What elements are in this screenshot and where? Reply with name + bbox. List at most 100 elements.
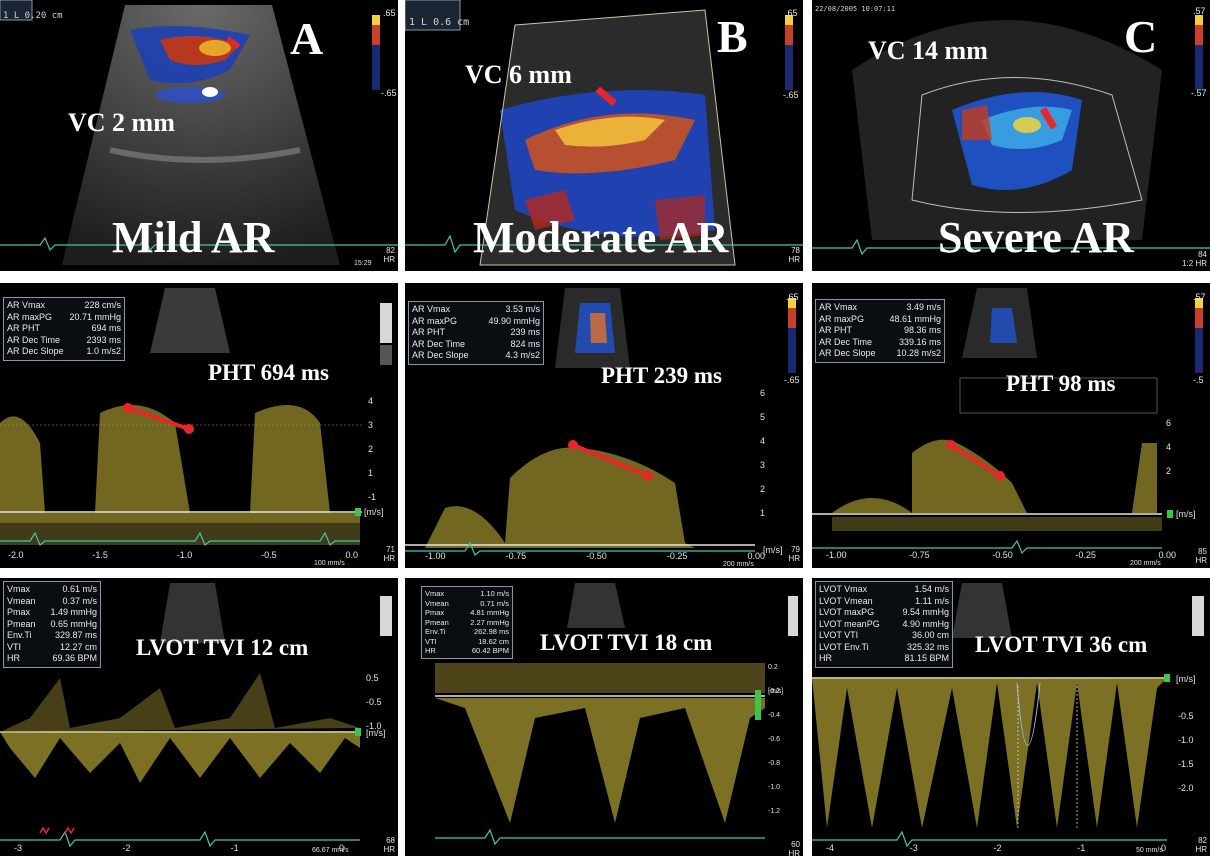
panel-header: 22/08/2005 10:07:11 <box>815 5 896 13</box>
vena-contracta-label: VC 2 mm <box>68 108 175 137</box>
measurement-name: VTI <box>425 636 437 646</box>
echo-image-b <box>405 0 803 266</box>
x-tick-label: -2.0 <box>8 550 24 560</box>
measurement-value: 0.71 m/s <box>480 598 509 608</box>
measurement-value: 3.53 m/s <box>505 304 540 314</box>
measurement-value: 69.36 BPM <box>52 653 97 663</box>
measurement-name: Env.Ti <box>425 627 446 636</box>
measurement-row: Pmax 1.49 mmHg <box>7 607 97 619</box>
panel-letter: B <box>717 11 748 62</box>
measurement-name: LVOT Vmean <box>819 595 873 606</box>
severity-label: Moderate AR <box>473 213 729 262</box>
measurement-row: AR maxPG 48.61 mmHg <box>819 314 941 326</box>
measurement-row: Vmax 1.10 m/s <box>425 589 509 599</box>
vena-contracta-label: VC 6 mm <box>465 60 572 89</box>
measurement-value: 329.87 ms <box>54 630 97 640</box>
measurement-row: AR Vmax 3.49 m/s <box>819 302 941 314</box>
measurement-name: AR Dec Slope <box>7 346 64 356</box>
hr-readout: 82 HR <box>1195 836 1207 854</box>
measurement-name: LVOT meanPG <box>819 618 880 629</box>
measurement-row: AR maxPG 49.90 mmHg <box>412 316 540 328</box>
measurement-name: HR <box>819 653 832 663</box>
measurement-row: AR Dec Slope 10.28 m/s2 <box>819 348 941 360</box>
measurement-name: AR maxPG <box>819 313 865 324</box>
hr-readout: 84 1:2 HR <box>1182 250 1207 268</box>
measurement-row: VTI 18.62 cm <box>425 637 509 647</box>
measurement-row: AR PHT 239 ms <box>412 327 540 339</box>
pht-label: PHT 98 ms <box>1006 371 1116 396</box>
x-tick-label: -0.5 <box>261 550 277 560</box>
vena-contracta-label: VC 14 mm <box>868 36 988 65</box>
measurement-row: Env.Ti 262.98 ms <box>425 627 509 637</box>
measurement-row: LVOT Vmean 1.11 m/s <box>819 596 949 608</box>
measurement-value: 4.3 m/s2 <box>505 350 540 360</box>
panel-letter: C <box>1124 11 1158 62</box>
measurement-rows: Vmax 1.10 m/s Vmean 0.71 m/s Pmax 4.81 mmHg Pm… <box>425 589 509 656</box>
measurement-row: AR Dec Slope 1.0 m/s2 <box>7 346 121 358</box>
sweep-speed: 100 mm/s <box>314 560 345 567</box>
x-tick-label: -1 <box>230 843 239 853</box>
measurement-value: 325.32 ms <box>906 641 949 652</box>
x-axis-ticks: -3 -2 -1 0 <box>14 843 344 853</box>
measurement-name: AR maxPG <box>7 311 53 322</box>
measurement-value: 49.90 mmHg <box>488 315 540 326</box>
measurement-row: HR 69.36 BPM <box>7 653 97 665</box>
hr-readout: 78 HR <box>788 246 800 264</box>
measurement-row: HR 81.15 BPM <box>819 653 949 665</box>
measurement-value: 0.37 m/s <box>62 595 97 606</box>
panel-header: 1 L 0.6 cm <box>409 17 470 28</box>
measurement-row: LVOT Vmax 1.54 m/s <box>819 584 949 596</box>
measurement-row: Pmean 0.65 mmHg <box>7 619 97 631</box>
panel-c-severe-ar: 22/08/2005 10:07:11 C VC 14 mm Severe AR… <box>812 0 1210 271</box>
measurement-value: 824 ms <box>510 338 540 349</box>
doppler-spectrum-b <box>405 288 796 556</box>
measurement-value: 239 ms <box>510 327 540 337</box>
scale-bottom: -.5 <box>1193 375 1204 385</box>
x-tick-label: -0.25 <box>666 551 688 561</box>
measurement-row: Vmean 0.37 m/s <box>7 596 97 608</box>
x-tick-label: -4 <box>826 843 835 853</box>
measurement-name: Pmax <box>425 608 445 617</box>
measurement-value: 48.61 mmHg <box>889 313 941 324</box>
measurement-name: AR Vmax <box>7 300 46 310</box>
x-tick-label: -1 <box>1077 843 1086 853</box>
measurement-row: AR maxPG 20.71 mmHg <box>7 312 121 324</box>
measurement-value: 4.81 mmHg <box>470 608 509 617</box>
measurement-name: Pmax <box>7 607 31 617</box>
panel-letter: A <box>290 13 324 64</box>
panel-b-lvot: Vmax 1.10 m/s Vmean 0.71 m/s Pmax 4.81 mmHg Pm… <box>405 578 803 856</box>
sweep-speed: 50 mm/s <box>1136 847 1163 854</box>
measurement-name: AR Dec Slope <box>819 348 876 358</box>
measurement-row: AR PHT 694 ms <box>7 323 121 335</box>
doppler-spectrum-a3 <box>0 583 392 848</box>
panel-b-moderate-ar: 1 L 0.6 cm B VC 6 mm Moderate AR .65 -.6… <box>405 0 803 271</box>
panel-b-pht: AR Vmax 3.53 m/s AR maxPG 49.90 mmHg AR PHT 2… <box>405 283 803 568</box>
echo-image-a <box>0 0 398 265</box>
measurement-name: Vmean <box>425 598 449 608</box>
hr-readout: 71 HR <box>383 545 395 563</box>
measurement-row: AR PHT 98.36 ms <box>819 325 941 337</box>
measurement-name: AR maxPG <box>412 315 458 326</box>
measurement-box: Vmax 1.10 m/s Vmean 0.71 m/s Pmax 4.81 mmHg Pm… <box>421 586 513 659</box>
measurement-name: LVOT maxPG <box>819 607 875 617</box>
scale-top: .65 <box>786 292 799 302</box>
measurement-value: 0.65 mmHg <box>50 618 97 629</box>
measurement-row: AR Dec Time 824 ms <box>412 339 540 351</box>
time-readout: 15:29 <box>354 260 372 267</box>
measurement-value: 2393 ms <box>86 334 121 345</box>
measurement-name: AR Dec Time <box>819 336 873 347</box>
measurement-value: 10.28 m/s2 <box>896 348 941 358</box>
measurement-row: LVOT VTI 36.00 cm <box>819 630 949 642</box>
measurement-name: LVOT Vmax <box>819 584 868 594</box>
measurement-value: 81.15 BPM <box>904 653 949 663</box>
measurement-value: 694 ms <box>91 323 121 333</box>
measurement-name: HR <box>7 653 20 663</box>
doppler-spectrum-c3 <box>812 583 1204 848</box>
x-tick-label: -3 <box>909 843 918 853</box>
measurement-value: 1.49 mmHg <box>50 607 97 617</box>
x-axis-ticks: -4 -3 -2 -1 0 <box>826 843 1166 853</box>
measurement-value: 2.27 mmHg <box>470 617 509 627</box>
doppler-spectrum-c <box>812 288 1203 555</box>
measurement-name: AR PHT <box>412 327 446 337</box>
x-axis-ticks: -2.0 -1.5 -1.0 -0.5 0.0 <box>8 550 358 560</box>
